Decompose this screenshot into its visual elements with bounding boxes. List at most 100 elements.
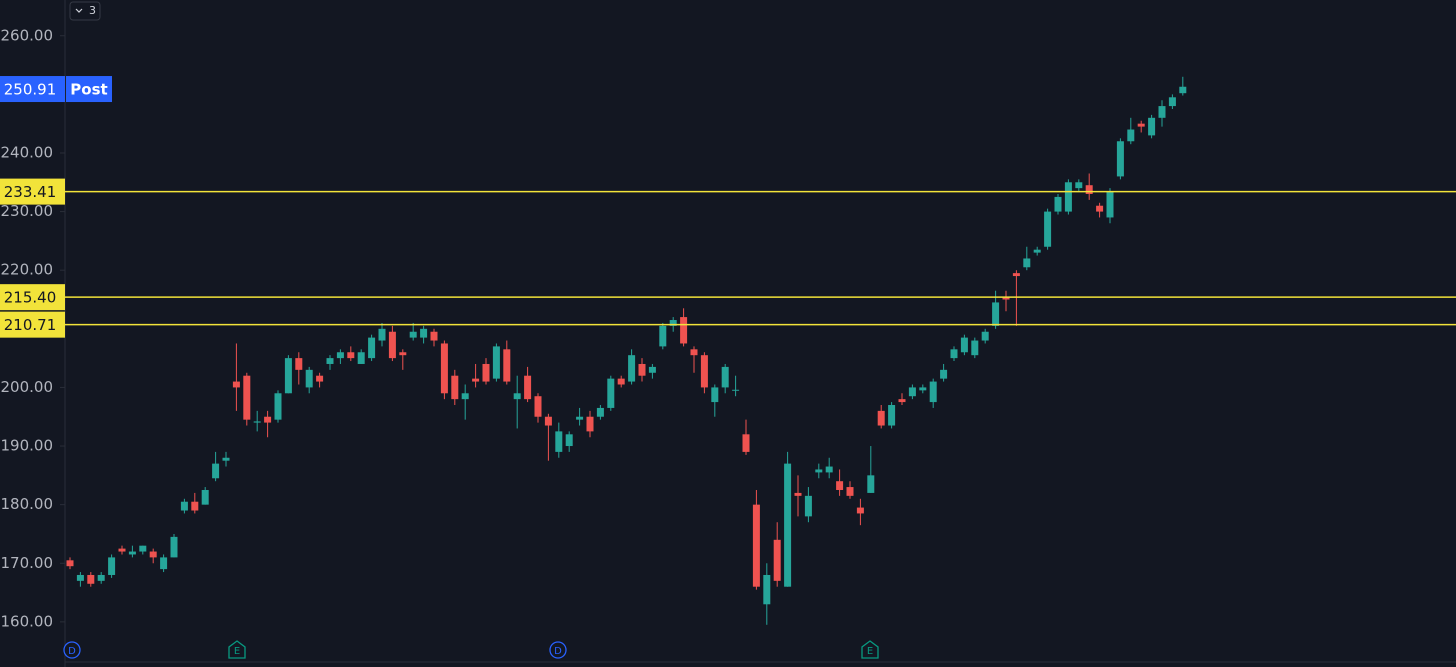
event-marker[interactable]: D — [63, 641, 81, 659]
marker-label: D — [68, 646, 76, 657]
candle-body — [326, 358, 334, 364]
candle-body — [846, 487, 854, 496]
candle-body — [700, 355, 708, 388]
candle-body — [825, 466, 833, 473]
price-label: 250.91 — [4, 81, 57, 99]
candle-body — [690, 349, 698, 356]
candle-body — [1106, 191, 1114, 218]
candle-body — [721, 366, 729, 388]
level-label: 210.71 — [4, 316, 57, 334]
button-label: 3 — [89, 4, 96, 17]
candle-body — [347, 352, 355, 359]
candle-body — [1075, 182, 1083, 189]
candle-body — [1179, 86, 1187, 94]
level-tag — [0, 284, 65, 311]
candle-body — [357, 352, 365, 364]
candle-body — [66, 560, 74, 567]
candle-body — [295, 358, 303, 370]
candle-body — [1064, 182, 1072, 212]
y-tick-label: 160.00 — [1, 612, 54, 630]
candle-body — [856, 507, 864, 514]
candle-body — [732, 389, 740, 391]
candle-body — [752, 504, 760, 587]
candle-body — [305, 369, 313, 388]
candle-body — [180, 501, 188, 511]
marker-shape — [63, 641, 81, 659]
y-tick-label: 170.00 — [1, 554, 54, 572]
y-tick-label: 190.00 — [1, 437, 54, 455]
candle-body — [877, 410, 885, 426]
candle-body — [243, 375, 251, 420]
candle-body — [1116, 141, 1124, 177]
y-tick-label: 200.00 — [1, 378, 54, 396]
candle-body — [950, 349, 958, 359]
candle-body — [368, 337, 376, 359]
y-tick-label: 220.00 — [1, 261, 54, 279]
event-marker[interactable]: E — [228, 640, 246, 659]
interval-button[interactable]: 3 — [69, 1, 101, 21]
candle-body — [1127, 129, 1135, 142]
candle-body — [191, 501, 199, 511]
candle-body — [201, 489, 209, 505]
candle-body — [1137, 123, 1145, 127]
candle-body — [773, 539, 781, 581]
candle-body — [139, 545, 147, 552]
candle-body — [108, 557, 116, 575]
candle-body — [648, 366, 656, 373]
candle-body — [170, 536, 178, 558]
candle-body — [492, 346, 500, 379]
candle-body — [284, 358, 292, 394]
candle-body — [836, 481, 844, 490]
y-tick-label: 240.00 — [1, 143, 54, 161]
level-label: 215.40 — [4, 289, 57, 307]
candle-body — [1158, 106, 1166, 118]
candle-body — [232, 381, 240, 388]
candle-body — [534, 396, 542, 417]
candle-body — [565, 434, 573, 447]
candle-body — [960, 337, 968, 353]
candle-body — [264, 416, 272, 423]
candle-body — [617, 378, 625, 385]
candle-body — [992, 302, 1000, 326]
candle-body — [576, 416, 584, 420]
candle-body — [1033, 249, 1041, 253]
candle-body — [388, 331, 396, 359]
marker-label: E — [234, 646, 240, 657]
event-marker[interactable]: E — [861, 640, 879, 659]
candle-body — [815, 469, 823, 473]
candle-body — [628, 355, 636, 382]
button-frame — [69, 1, 101, 21]
candle-body — [908, 387, 916, 397]
candle-body — [763, 574, 771, 605]
candle-body — [399, 352, 407, 356]
candle-body — [1085, 185, 1093, 195]
candle-body — [919, 387, 927, 391]
candle-body — [409, 331, 417, 338]
candle-body — [524, 375, 532, 400]
candle-body — [711, 387, 719, 403]
candle-body — [1168, 97, 1176, 107]
candle-body — [160, 557, 168, 570]
candle-body — [898, 399, 906, 403]
candle-body — [482, 363, 490, 382]
level-tag — [0, 311, 65, 338]
candle-body — [1148, 117, 1156, 136]
candle-body — [607, 378, 615, 408]
candle-body — [378, 328, 386, 341]
candle-body — [118, 548, 126, 552]
candle-body — [274, 393, 282, 420]
candle-body — [596, 407, 604, 417]
candle-body — [981, 331, 989, 341]
y-tick-label: 260.00 — [1, 26, 54, 44]
marker-shape — [549, 641, 567, 659]
candle-body — [940, 369, 948, 379]
level-label: 233.41 — [4, 183, 57, 201]
candle-body — [659, 325, 667, 347]
post-tag — [66, 76, 112, 103]
candle-body — [451, 375, 459, 400]
event-marker[interactable]: D — [549, 641, 567, 659]
candle-body — [503, 349, 511, 382]
candle-body — [128, 551, 136, 555]
